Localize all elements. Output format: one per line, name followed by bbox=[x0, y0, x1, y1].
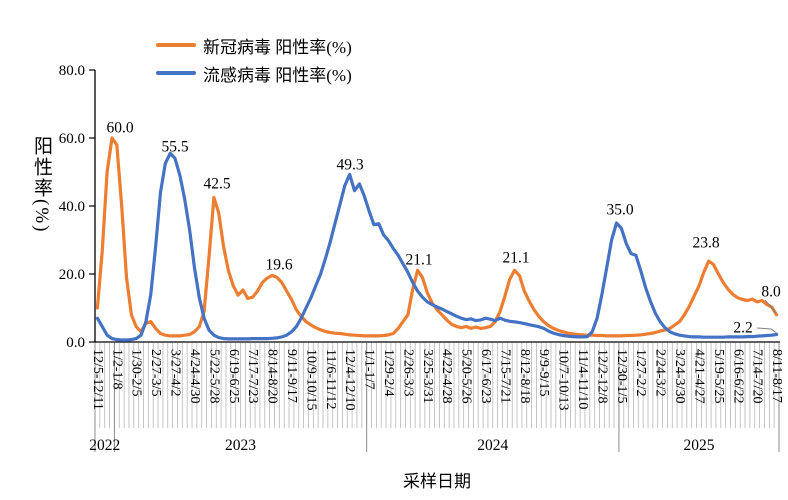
year-labels: 2022 2023 2024 2025 bbox=[89, 437, 715, 454]
x-tick-label: 3/27-4/2 bbox=[168, 349, 183, 396]
y-tick-label: 0.0 bbox=[66, 335, 85, 351]
data-label: 21.1 bbox=[502, 250, 529, 267]
series-line-flu bbox=[95, 151, 779, 342]
axes bbox=[94, 70, 780, 343]
x-tick-label: 6/17-6/23 bbox=[478, 349, 493, 403]
data-label: 49.3 bbox=[336, 157, 363, 174]
x-tick-label: 3/24-3/30 bbox=[672, 349, 687, 403]
x-tick-label: 5/22-5/28 bbox=[206, 349, 221, 403]
x-tick-label: 10/7-10/13 bbox=[556, 349, 571, 410]
x-tick-label: 8/12-8/18 bbox=[517, 349, 532, 403]
year-label: 2023 bbox=[225, 437, 256, 454]
y-tick-label: 20.0 bbox=[59, 267, 85, 283]
x-tick-label: 1/1-1/7 bbox=[362, 349, 377, 389]
flu-line-swatch-icon bbox=[156, 71, 196, 75]
data-label: 55.5 bbox=[161, 139, 188, 156]
x-tick-label: 8/14-8/20 bbox=[265, 349, 280, 403]
data-label: 23.8 bbox=[692, 235, 719, 252]
x-axis-date-labels: 12/5-12/11 1/2-1/8 1/30-2/5 2/27-3/5 3/27-4/… bbox=[90, 349, 784, 410]
data-label: 8.0 bbox=[761, 284, 781, 301]
x-tick-label: 2/24-3/2 bbox=[653, 349, 668, 396]
x-tick-label: 7/17-7/23 bbox=[245, 349, 260, 403]
series-line-covid bbox=[95, 136, 779, 338]
y-tick-label: 60.0 bbox=[59, 131, 85, 147]
x-tick-label: 4/21-4/27 bbox=[692, 349, 707, 403]
year-label: 2025 bbox=[683, 437, 714, 454]
leader-line bbox=[764, 299, 777, 314]
x-tick-label: 9/9-9/15 bbox=[536, 349, 551, 396]
x-tick-label: 9/11-9/17 bbox=[284, 349, 299, 403]
x-tick-label: 6/19-6/25 bbox=[226, 349, 241, 403]
year-separator-lines bbox=[94, 343, 780, 452]
legend-item-flu: 流感病毒 阳性率(%) bbox=[156, 59, 352, 87]
x-tick-label: 1/30-2/5 bbox=[129, 349, 144, 396]
x-tick-label: 1/27-2/2 bbox=[633, 349, 648, 396]
leader-line bbox=[756, 327, 779, 335]
x-tick-label: 1/2-1/8 bbox=[109, 349, 124, 389]
y-tick-label: 80.0 bbox=[59, 63, 85, 79]
legend-label-flu: 流感病毒 阳性率(%) bbox=[203, 65, 352, 85]
x-tick-label: 5/19-5/25 bbox=[711, 349, 726, 403]
x-tick-label: 1/29-2/4 bbox=[381, 349, 396, 396]
covid-line-swatch-icon bbox=[156, 43, 196, 47]
x-tick-label: 2/26-3/3 bbox=[400, 349, 415, 396]
legend-label-covid: 新冠病毒 阳性率(%) bbox=[203, 37, 352, 57]
x-tick-label: 12/2-12/8 bbox=[594, 349, 609, 403]
year-label: 2022 bbox=[89, 437, 120, 454]
year-label: 2024 bbox=[477, 437, 508, 454]
y-axis-ticks-and-labels: 0.0 20.0 40.0 60.0 80.0 bbox=[59, 63, 95, 351]
peak-value-labels: 60.0 55.5 42.5 19.6 49.3 21.1 21.1 35.0 23.8 8.0 2… bbox=[106, 120, 781, 337]
data-label: 2.2 bbox=[733, 320, 752, 337]
x-tick-label: 5/20-5/26 bbox=[459, 349, 474, 403]
x-tick-label: 3/25-3/31 bbox=[420, 349, 435, 403]
x-tick-label: 12/4-12/10 bbox=[342, 349, 357, 410]
x-tick-label: 10/9-10/15 bbox=[303, 349, 318, 410]
legend: 新冠病毒 阳性率(%) 流感病毒 阳性率(%) bbox=[156, 31, 352, 87]
y-axis-title: 阳性率(%) bbox=[31, 136, 52, 234]
y-tick-label: 40.0 bbox=[59, 199, 85, 215]
x-tick-label: 7/15-7/21 bbox=[497, 349, 512, 403]
data-label: 21.1 bbox=[405, 252, 432, 269]
x-tick-label: 4/22-4/28 bbox=[439, 349, 454, 403]
legend-item-covid: 新冠病毒 阳性率(%) bbox=[156, 31, 352, 59]
x-tick-label: 6/16-6/22 bbox=[730, 349, 745, 403]
x-tick-label: 8/11-8/17 bbox=[769, 349, 784, 403]
data-label: 60.0 bbox=[106, 120, 133, 137]
x-tick-label: 11/4-11/10 bbox=[575, 349, 590, 409]
x-axis-title: 采样日期 bbox=[403, 472, 471, 491]
x-tick-label: 11/6-11/12 bbox=[323, 349, 338, 409]
data-label: 19.6 bbox=[265, 257, 292, 274]
x-tick-label: 7/14-7/20 bbox=[750, 349, 765, 403]
x-tick-label: 12/30-1/5 bbox=[614, 349, 629, 403]
x-tick-label: 2/27-3/5 bbox=[148, 349, 163, 396]
series-lines bbox=[95, 136, 779, 342]
x-tick-label: 4/24-4/30 bbox=[187, 349, 202, 403]
x-tick-label: 12/5-12/11 bbox=[90, 349, 105, 410]
data-label: 42.5 bbox=[203, 176, 230, 193]
data-label: 35.0 bbox=[606, 202, 633, 219]
